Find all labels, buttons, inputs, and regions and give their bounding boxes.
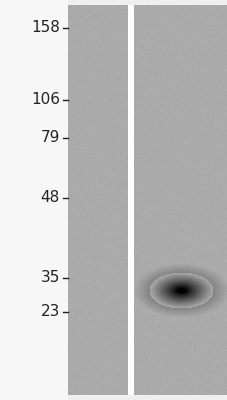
Text: 79: 79 — [40, 130, 60, 146]
Text: 35: 35 — [40, 270, 60, 286]
Text: 23: 23 — [40, 304, 60, 320]
Text: 106: 106 — [31, 92, 60, 108]
Text: 48: 48 — [41, 190, 60, 206]
Text: 158: 158 — [31, 20, 60, 36]
